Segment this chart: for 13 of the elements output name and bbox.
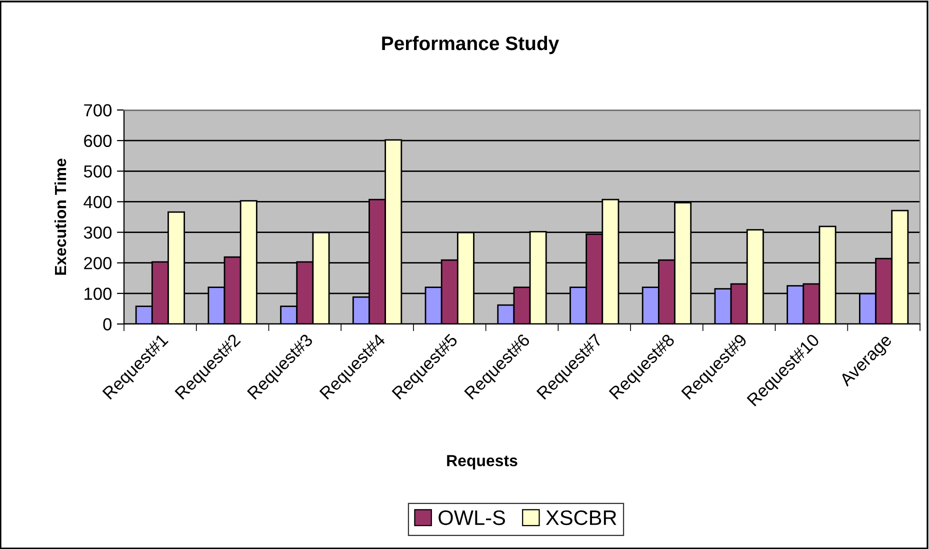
y-tick-label: 500 bbox=[84, 165, 112, 178]
chart-title: Performance Study bbox=[382, 36, 560, 54]
x-axis-title: Requests bbox=[447, 455, 518, 470]
y-tick-label: 0 bbox=[103, 318, 112, 330]
y-tick-label: 100 bbox=[84, 288, 112, 300]
legend-label: XSCBR bbox=[546, 510, 616, 526]
y-tick-label: 400 bbox=[84, 196, 112, 208]
legend-label: OWL-S bbox=[438, 510, 505, 526]
y-tick-label: 300 bbox=[84, 226, 112, 239]
y-tick-label: 200 bbox=[84, 257, 112, 270]
y-axis-title: Execution Time bbox=[54, 158, 66, 275]
y-tick-label: 700 bbox=[84, 104, 112, 116]
y-tick-label: 600 bbox=[84, 134, 112, 148]
